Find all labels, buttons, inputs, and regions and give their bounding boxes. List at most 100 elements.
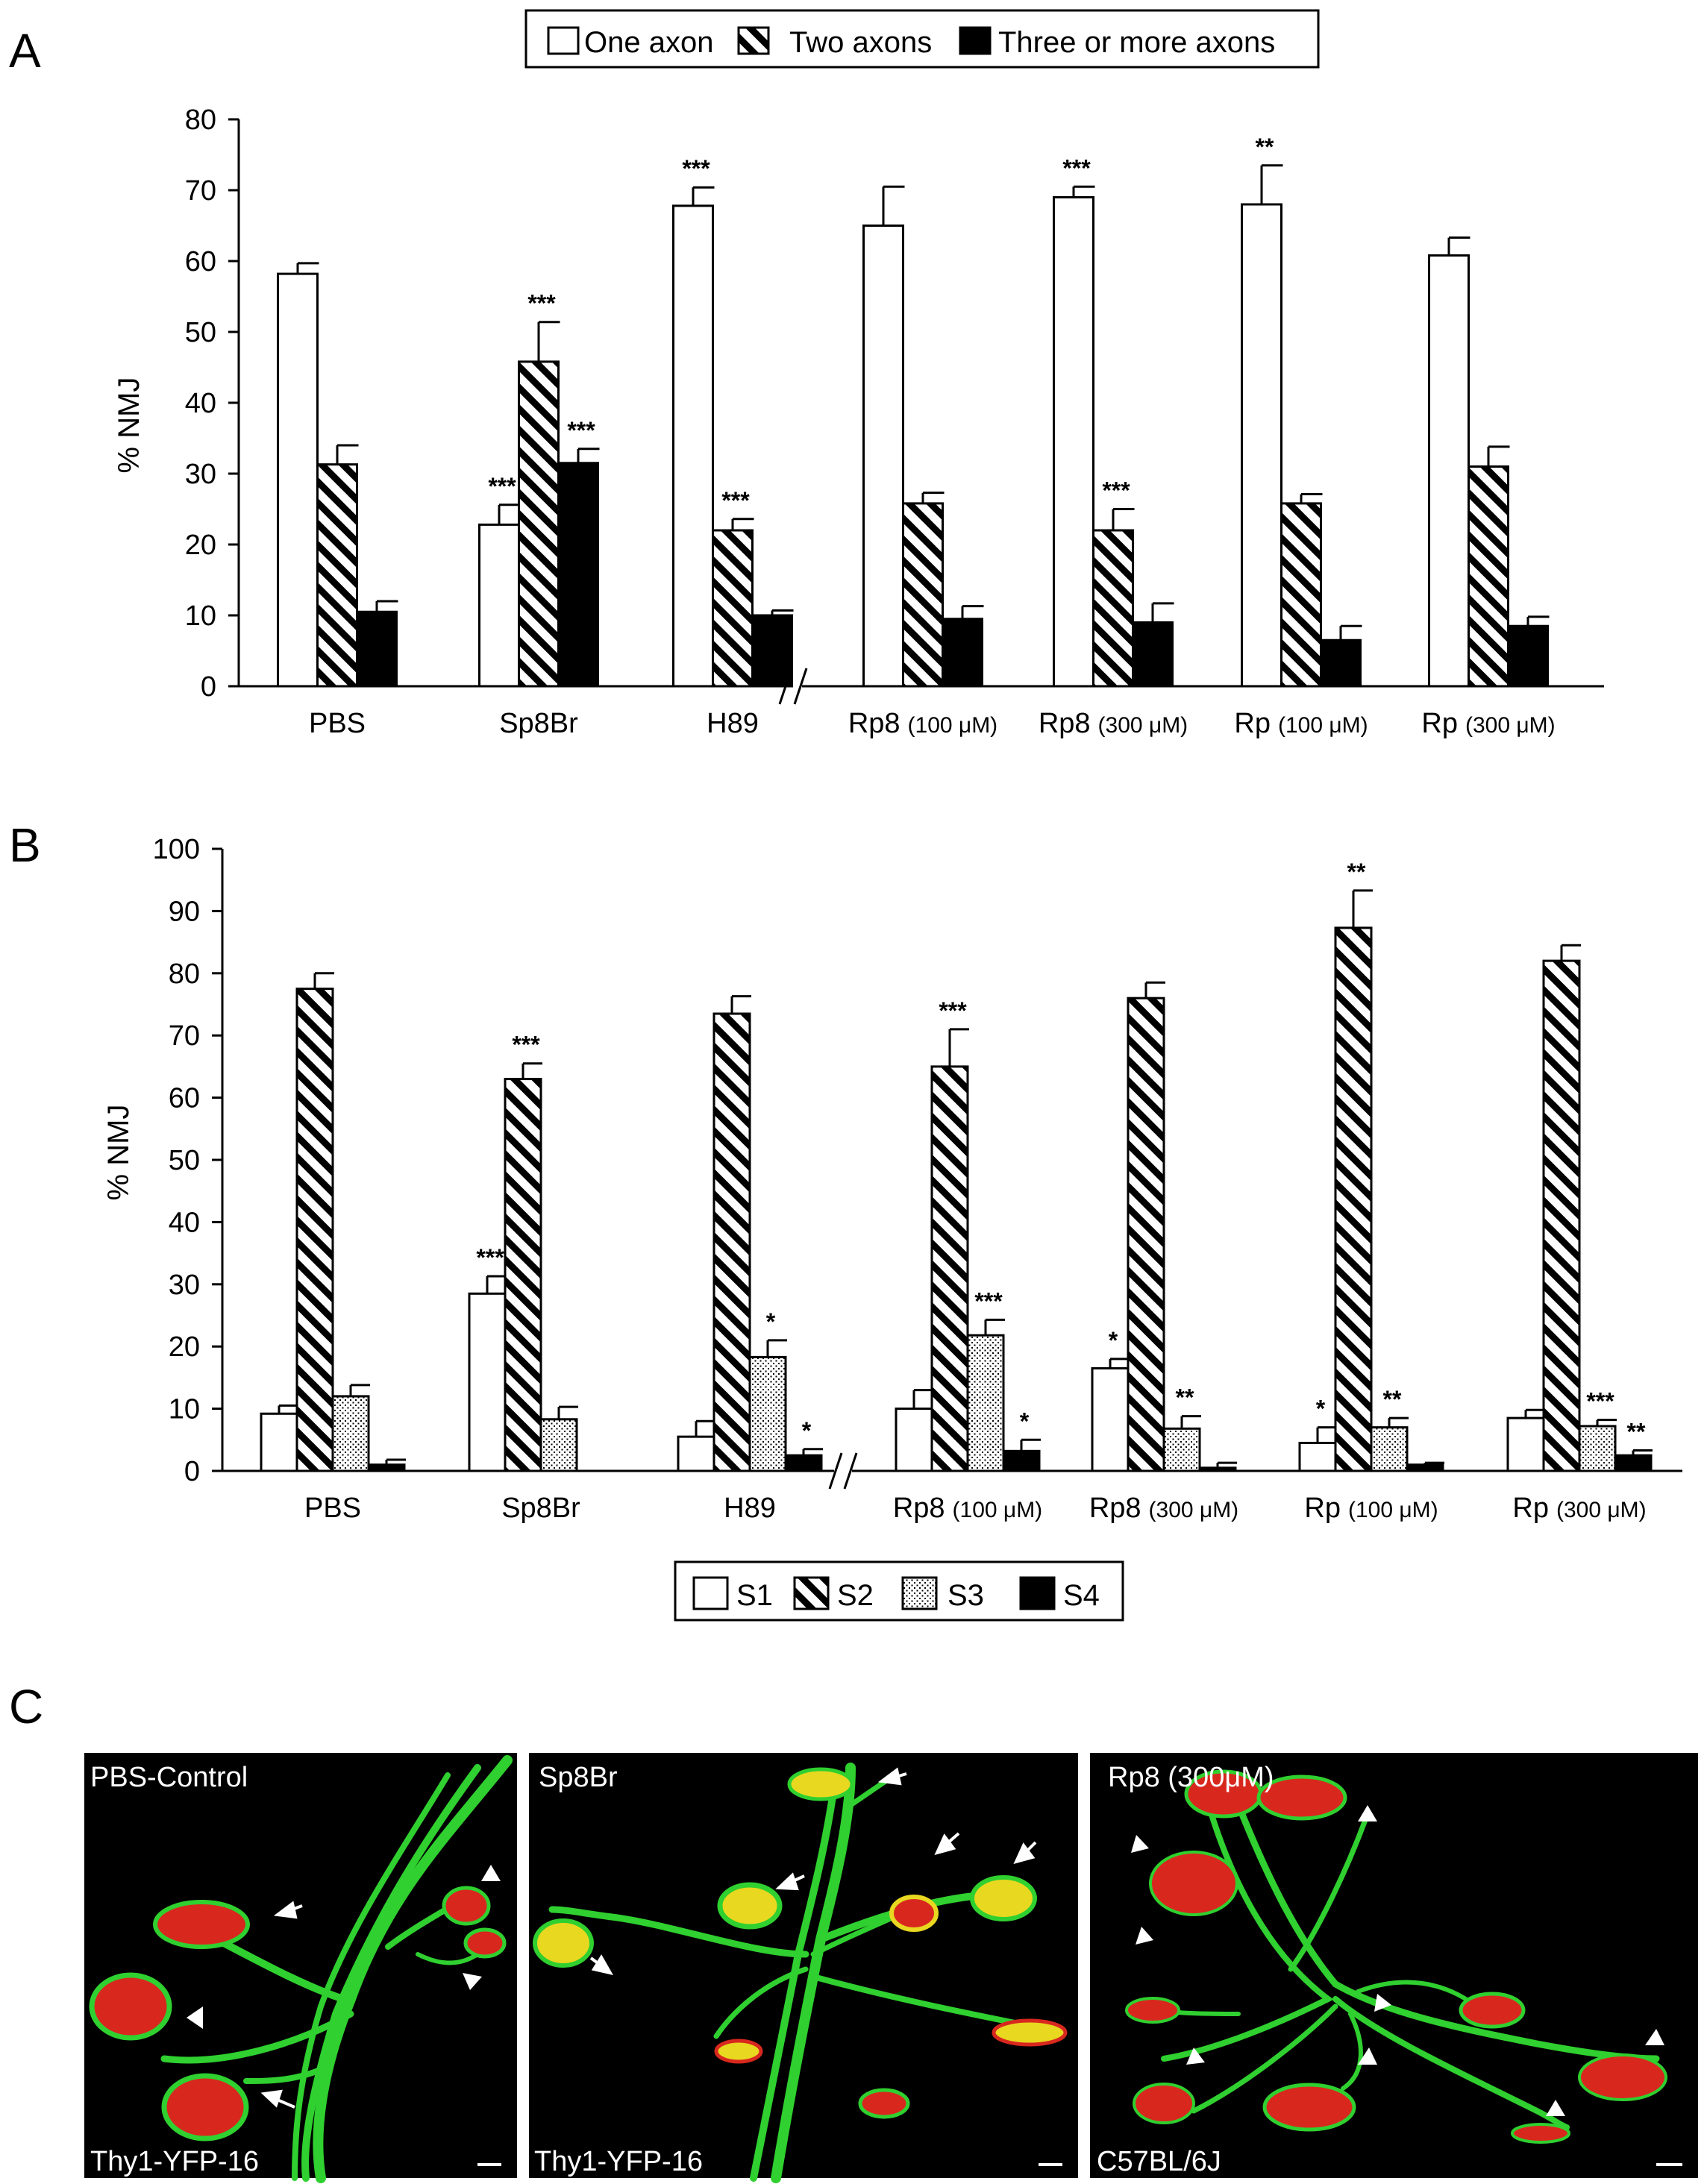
arrowhead-icon <box>1358 2048 1377 2065</box>
y-tick-label: 30 <box>185 459 216 490</box>
arrow-icon <box>1013 1842 1036 1865</box>
legend-b-swatch-s1 <box>692 1576 729 1610</box>
endplate <box>1578 2053 1667 2101</box>
bar-s2 <box>504 1078 542 1472</box>
x-category-name: Rp <box>1512 1493 1549 1524</box>
legend-b-s1: S1 <box>736 1579 773 1612</box>
chart-a-plot: 01020304050607080PBS*********Sp8Br******… <box>185 104 1604 739</box>
axis-break-mark <box>843 1452 858 1490</box>
y-tick-label: 90 <box>169 896 200 927</box>
chart-a: One axon Two axons Three or more axons %… <box>113 9 1604 739</box>
bar-two-axons <box>316 463 358 688</box>
x-category-name: Sp8Br <box>499 708 578 739</box>
x-category-concentration: (300 μM) <box>1149 1498 1239 1522</box>
arrowhead-icon <box>1186 2048 1205 2065</box>
arrowhead-icons <box>187 1865 501 2029</box>
x-category-name: Rp8 <box>893 1493 945 1524</box>
endplate <box>992 2018 1068 2047</box>
x-category-name: PBS <box>309 708 366 739</box>
y-tick-label: 10 <box>185 600 216 632</box>
bar-three-or-more-axons <box>356 610 398 688</box>
bar-s4 <box>1198 1466 1237 1472</box>
endplate <box>787 1767 854 1801</box>
x-category-name: H89 <box>724 1493 776 1524</box>
x-category-concentration: (100 μM) <box>908 713 998 738</box>
x-category-label: Sp8Br <box>501 1493 580 1524</box>
bar-three-or-more-axons <box>1507 624 1549 688</box>
endplate <box>161 2073 249 2141</box>
x-category-label: Rp (300 μM) <box>1421 708 1555 739</box>
x-category-label: Rp8 (300 μM) <box>1089 1493 1238 1524</box>
bar-s3 <box>331 1395 370 1472</box>
bar-s2 <box>712 1012 751 1472</box>
significance-marker: ** <box>1256 134 1274 160</box>
bar-two-axons <box>902 502 944 688</box>
x-category-label: Rp8 (300 μM) <box>1039 708 1188 739</box>
x-category-concentration: (300 μM) <box>1465 713 1556 738</box>
x-category-name: Rp <box>1304 1493 1341 1524</box>
legend-a-two-axons: Two axons <box>789 26 932 59</box>
bar-s2 <box>295 988 334 1472</box>
chart-b: % NMJ 0102030405060708090100PBS******Sp8… <box>102 834 1682 1622</box>
x-category-concentration: (100 μM) <box>1348 1498 1438 1522</box>
x-category-label: Rp8 (100 μM) <box>848 708 997 739</box>
x-category-name: Rp8 <box>1089 1493 1141 1524</box>
significance-marker: *** <box>682 155 710 182</box>
axon-bundle <box>160 1755 513 2183</box>
endplate <box>533 1918 594 1968</box>
arrowhead-icon <box>1546 2100 1565 2116</box>
legend-a-swatch-two-axons <box>737 26 770 55</box>
axis-break-mark <box>793 668 808 705</box>
y-tick-label: 0 <box>184 1456 200 1487</box>
y-axis-title-a: % NMJ <box>113 377 145 474</box>
bar-s1 <box>468 1292 507 1472</box>
significance-marker: * <box>1109 1327 1118 1354</box>
bar-s3 <box>539 1418 578 1472</box>
significance-marker: *** <box>488 473 516 500</box>
bar-two-axons <box>1280 502 1322 688</box>
arrow-icon <box>260 2089 283 2108</box>
y-tick-label: 60 <box>169 1083 200 1114</box>
significance-marker: *** <box>974 1287 1003 1314</box>
micrograph-3-strain: C57BL/6J <box>1097 2146 1221 2177</box>
significance-marker: *** <box>567 417 595 444</box>
y-tick-label: 20 <box>185 530 216 561</box>
micrograph-2-label: Sp8Br <box>539 1762 618 1793</box>
x-category-name: H89 <box>707 708 759 739</box>
bar-three-or-more-axons <box>942 618 983 688</box>
significance-marker: *** <box>721 487 750 514</box>
panel-letter-a: A <box>9 24 41 78</box>
x-category-concentration: (100 μM) <box>1278 713 1368 738</box>
endplate <box>442 1886 491 1926</box>
bar-s3 <box>1370 1426 1409 1472</box>
arrowhead-icon <box>1136 1927 1153 1945</box>
bar-one-axon <box>478 523 520 688</box>
y-tick-label: 100 <box>153 834 200 865</box>
micrograph-3-label: Rp8 (300μM) <box>1108 1762 1274 1793</box>
significance-marker: ** <box>1383 1386 1402 1413</box>
axis-break-gap <box>834 1453 852 1489</box>
significance-marker: *** <box>1586 1388 1614 1415</box>
significance-marker: * <box>1316 1396 1326 1422</box>
bar-three-or-more-axons <box>1320 638 1362 688</box>
bar-s4 <box>367 1463 406 1472</box>
x-category-name: Rp8 <box>1039 708 1091 739</box>
bar-three-or-more-axons <box>1132 621 1174 688</box>
legend-b-swatch-s4 <box>1019 1576 1056 1610</box>
legend-a-frame <box>524 9 1320 69</box>
bar-one-axon <box>1241 203 1282 688</box>
legend-b-swatch-s2 <box>793 1576 830 1610</box>
bar-s2 <box>1127 997 1165 1472</box>
bar-three-or-more-axons <box>557 462 599 688</box>
significance-marker: ** <box>1627 1418 1646 1445</box>
bar-s4 <box>1406 1463 1444 1472</box>
panel-letter-c: C <box>9 1680 43 1733</box>
endplate <box>858 2088 910 2119</box>
y-axis-title-b: % NMJ <box>102 1105 135 1201</box>
significance-marker: *** <box>1062 154 1091 181</box>
x-category-label: Sp8Br <box>499 708 578 739</box>
bar-s1 <box>895 1408 933 1472</box>
bar-s3 <box>748 1355 787 1472</box>
legend-b-s2: S2 <box>837 1579 874 1612</box>
micrograph-1-label: PBS-Control <box>90 1762 248 1793</box>
